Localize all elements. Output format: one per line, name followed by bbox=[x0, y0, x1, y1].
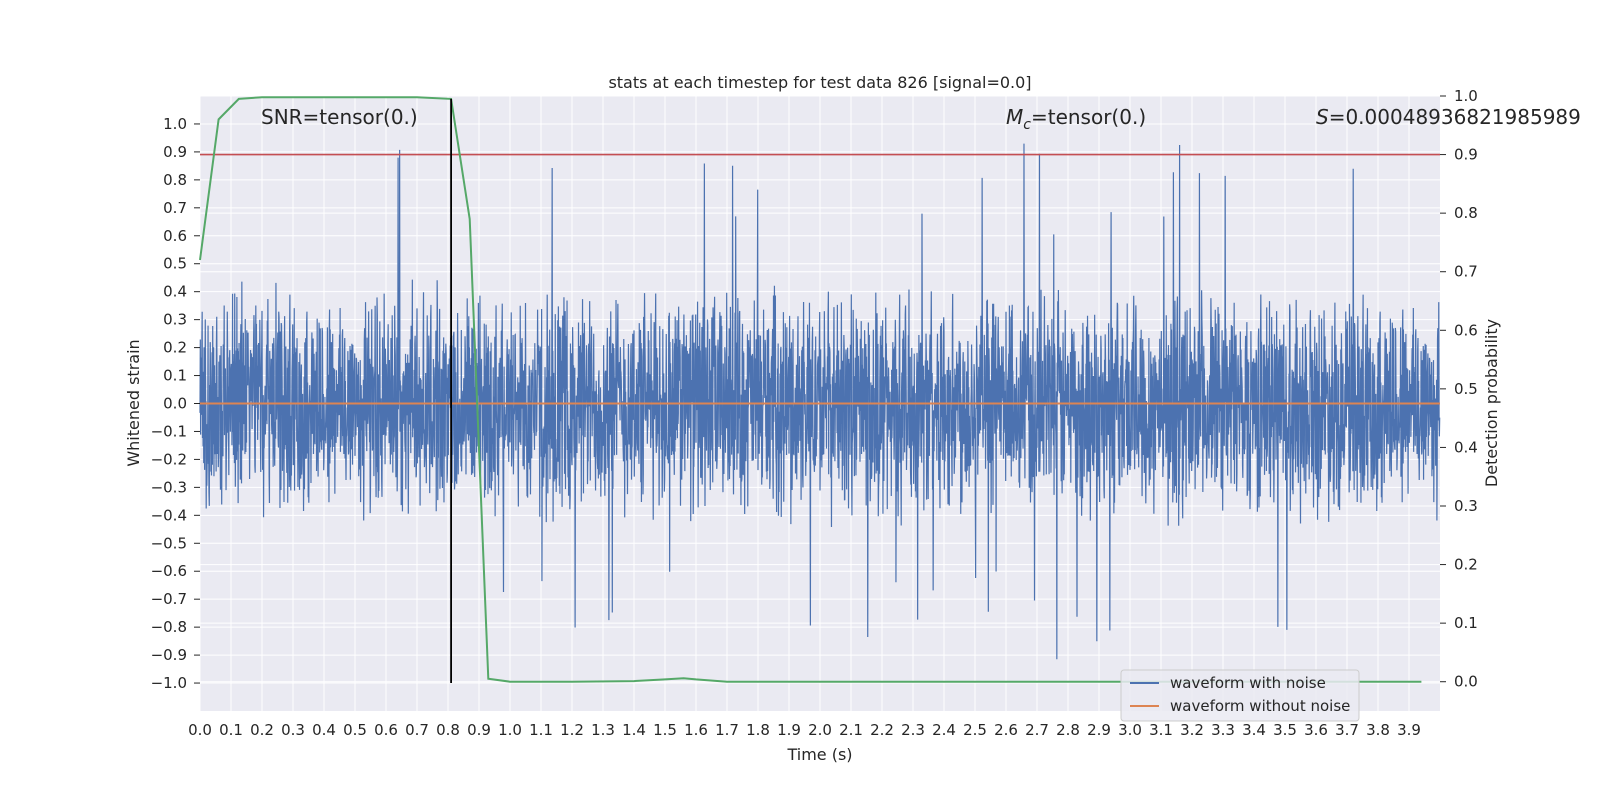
x-tick-label: 3.9 bbox=[1397, 721, 1421, 739]
x-tick-label: 1.9 bbox=[777, 721, 801, 739]
y-tick-label: −0.6 bbox=[151, 562, 187, 580]
x-tick-label: 3.0 bbox=[1118, 721, 1142, 739]
x-tick-label: 0.1 bbox=[219, 721, 243, 739]
y-tick-label: −0.3 bbox=[151, 478, 187, 496]
x-tick-label: 1.7 bbox=[715, 721, 739, 739]
chirp-mass-value: =tensor(0.) bbox=[1031, 105, 1146, 129]
y-tick-label: 0.3 bbox=[163, 311, 187, 329]
y-tick-label: 0.4 bbox=[163, 283, 187, 301]
y2-tick-label: 0.1 bbox=[1454, 614, 1478, 632]
y-tick-label: 1.0 bbox=[163, 115, 187, 133]
x-tick-label: 3.2 bbox=[1180, 721, 1204, 739]
y-tick-label: 0.6 bbox=[163, 227, 187, 245]
y-axis-label: Whitened strain bbox=[124, 339, 143, 466]
y-tick-label: 0.0 bbox=[163, 395, 187, 413]
x-tick-label: 0.4 bbox=[312, 721, 336, 739]
s-symbol: S bbox=[1316, 105, 1329, 129]
x-tick-label: 2.2 bbox=[870, 721, 894, 739]
chirp-mass-annotation: Mc=tensor(0.) bbox=[1006, 105, 1146, 133]
x-tick-label: 2.7 bbox=[1025, 721, 1049, 739]
legend-label-noise: waveform with noise bbox=[1170, 674, 1326, 692]
y-tick-label: −0.5 bbox=[151, 534, 187, 552]
y-tick-label: 0.5 bbox=[163, 255, 187, 273]
x-tick-label: 1.1 bbox=[529, 721, 553, 739]
y-tick-label: 0.9 bbox=[163, 143, 187, 161]
x-tick-label: 1.4 bbox=[622, 721, 646, 739]
y2-tick-label: 0.4 bbox=[1454, 438, 1478, 456]
waveform-with-noise-line bbox=[199, 143, 1441, 660]
x-tick-label: 1.2 bbox=[560, 721, 584, 739]
x-tick-label: 2.9 bbox=[1087, 721, 1111, 739]
y2-tick-label: 0.6 bbox=[1454, 321, 1478, 339]
legend-label-clean: waveform without noise bbox=[1170, 697, 1350, 715]
y-tick-label: −0.4 bbox=[151, 506, 187, 524]
x-tick-label: 2.1 bbox=[839, 721, 863, 739]
x-tick-label: 3.6 bbox=[1304, 721, 1328, 739]
chirp-mass-subscript: c bbox=[1023, 117, 1031, 133]
y2-tick-label: 0.5 bbox=[1454, 380, 1478, 398]
legend-box bbox=[1120, 669, 1360, 722]
x-axis-label: Time (s) bbox=[786, 745, 852, 764]
y-tick-label: −0.2 bbox=[151, 450, 187, 468]
x-tick-label: 1.3 bbox=[591, 721, 615, 739]
x-tick-label: 1.6 bbox=[684, 721, 708, 739]
y2-tick-label: 1.0 bbox=[1454, 87, 1478, 105]
x-tick-label: 0.6 bbox=[374, 721, 398, 739]
chirp-mass-symbol: M bbox=[1006, 105, 1023, 129]
y2-tick-label: 0.9 bbox=[1454, 146, 1478, 164]
y-tick-label: −0.7 bbox=[151, 590, 187, 608]
y-tick-label: 0.1 bbox=[163, 367, 187, 385]
chart-title: stats at each timestep for test data 826… bbox=[608, 73, 1031, 92]
x-tick-label: 1.8 bbox=[746, 721, 770, 739]
snr-annotation: SNR=tensor(0.) bbox=[261, 105, 418, 129]
x-tick-label: 0.8 bbox=[436, 721, 460, 739]
x-tick-label: 2.0 bbox=[808, 721, 832, 739]
x-tick-label: 0.2 bbox=[250, 721, 274, 739]
x-tick-label: 3.4 bbox=[1242, 721, 1266, 739]
y-tick-label: 0.8 bbox=[163, 171, 187, 189]
traces bbox=[199, 96, 1441, 684]
x-tick-label: 2.6 bbox=[994, 721, 1018, 739]
x-tick-label: 0.9 bbox=[467, 721, 491, 739]
x-tick-label: 3.8 bbox=[1366, 721, 1390, 739]
x-tick-label: 2.5 bbox=[963, 721, 987, 739]
x-tick-label: 0.0 bbox=[188, 721, 212, 739]
y2-tick-label: 0.8 bbox=[1454, 204, 1478, 222]
x-tick-label: 0.7 bbox=[405, 721, 429, 739]
x-tick-label: 3.1 bbox=[1149, 721, 1173, 739]
x-tick-label: 1.5 bbox=[653, 721, 677, 739]
legend: waveform with noise waveform without noi… bbox=[1120, 669, 1360, 722]
y-tick-label: −0.1 bbox=[151, 422, 187, 440]
y-tick-label: −0.8 bbox=[151, 618, 187, 636]
y2-tick-label: 0.7 bbox=[1454, 263, 1478, 281]
y2-axis-label: Detection probability bbox=[1482, 319, 1501, 487]
x-tick-label: 3.3 bbox=[1211, 721, 1235, 739]
s-annotation: S=0.00048936821985989 bbox=[1316, 105, 1581, 129]
x-tick-label: 0.5 bbox=[343, 721, 367, 739]
y-tick-label: 0.2 bbox=[163, 339, 187, 357]
y2-tick-label: 0.3 bbox=[1454, 497, 1478, 515]
x-tick-label: 2.4 bbox=[932, 721, 956, 739]
y-tick-label: −1.0 bbox=[151, 674, 187, 692]
y2-tick-label: 0.2 bbox=[1454, 556, 1478, 574]
y-tick-label: 0.7 bbox=[163, 199, 187, 217]
x-tick-label: 3.7 bbox=[1335, 721, 1359, 739]
y2-tick-label: 0.0 bbox=[1454, 673, 1478, 691]
y-tick-label: −0.9 bbox=[151, 646, 187, 664]
x-tick-label: 3.5 bbox=[1273, 721, 1297, 739]
detection-probability-line bbox=[199, 96, 1422, 683]
x-tick-label: 2.8 bbox=[1056, 721, 1080, 739]
x-tick-label: 1.0 bbox=[498, 721, 522, 739]
x-tick-label: 2.3 bbox=[901, 721, 925, 739]
s-value: =0.00048936821985989 bbox=[1329, 105, 1581, 129]
ticks: 0.0 0.1 0.2 0.3 0.4 0.5 0.6 0.7 0.8 0.9 1.0 1.1 1.2 1… bbox=[151, 87, 1478, 739]
x-tick-label: 0.3 bbox=[281, 721, 305, 739]
